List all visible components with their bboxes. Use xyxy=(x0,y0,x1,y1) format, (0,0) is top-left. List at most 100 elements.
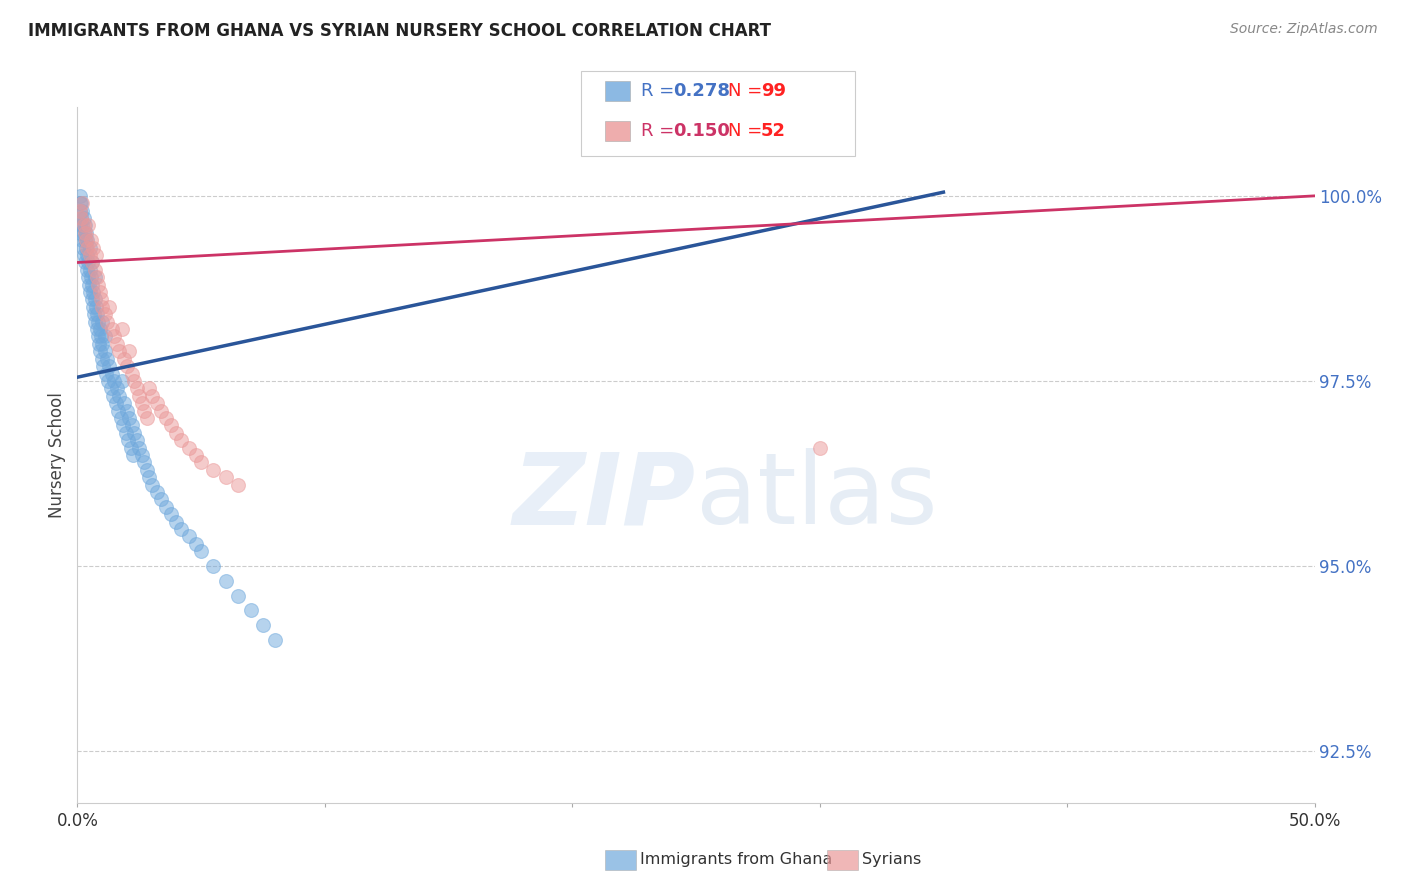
Point xyxy=(150,403,173,417)
Point xyxy=(76,233,98,247)
Text: atlas: atlas xyxy=(696,448,938,545)
Point xyxy=(128,389,150,403)
Point xyxy=(83,307,105,321)
Text: Source: ZipAtlas.com: Source: ZipAtlas.com xyxy=(1230,22,1378,37)
Point xyxy=(122,425,145,440)
Point xyxy=(91,337,114,351)
Point xyxy=(122,374,145,388)
Y-axis label: Nursery School: Nursery School xyxy=(48,392,66,518)
Text: 52: 52 xyxy=(761,122,786,140)
Point xyxy=(202,463,225,477)
Point xyxy=(77,219,100,233)
Point xyxy=(69,196,91,211)
Point xyxy=(138,381,160,395)
Point xyxy=(170,522,193,536)
Point xyxy=(77,255,100,269)
Point xyxy=(72,211,94,225)
Point xyxy=(86,329,108,343)
Point xyxy=(69,226,91,240)
Point xyxy=(70,233,93,247)
Point xyxy=(125,381,148,395)
Point xyxy=(115,359,138,373)
Point xyxy=(145,396,167,410)
Point xyxy=(79,285,101,299)
Point xyxy=(75,255,97,269)
Point xyxy=(96,315,118,329)
Point xyxy=(107,403,129,417)
Point xyxy=(155,500,177,514)
Point xyxy=(70,211,93,225)
Point xyxy=(190,455,212,469)
Point xyxy=(83,263,105,277)
Point xyxy=(111,374,134,388)
Point xyxy=(82,255,104,269)
Text: R =: R = xyxy=(641,122,681,140)
Point xyxy=(73,248,96,262)
Text: ZIP: ZIP xyxy=(513,448,696,545)
Text: N =: N = xyxy=(728,122,768,140)
Point xyxy=(103,389,125,403)
Text: Immigrants from Ghana: Immigrants from Ghana xyxy=(640,853,832,867)
Point xyxy=(145,484,167,499)
Text: 0.150: 0.150 xyxy=(673,122,730,140)
Point xyxy=(77,277,100,292)
Point xyxy=(103,374,125,388)
Point xyxy=(110,411,132,425)
Point xyxy=(101,367,124,381)
Point xyxy=(73,219,96,233)
Point xyxy=(72,241,94,255)
Text: 0.278: 0.278 xyxy=(673,82,731,100)
Point xyxy=(808,441,831,455)
Point xyxy=(103,329,125,343)
Point xyxy=(108,344,131,359)
Text: Syrians: Syrians xyxy=(862,853,921,867)
Point xyxy=(111,322,134,336)
Point xyxy=(91,315,114,329)
Point xyxy=(112,351,135,366)
Point xyxy=(91,359,114,373)
Point xyxy=(184,448,207,462)
Point xyxy=(93,344,115,359)
Point xyxy=(160,418,183,433)
Point xyxy=(184,537,207,551)
Point xyxy=(94,367,117,381)
Point xyxy=(83,270,105,285)
Point xyxy=(177,441,200,455)
Point xyxy=(141,477,163,491)
Point xyxy=(190,544,212,558)
Point xyxy=(86,322,108,336)
Point xyxy=(79,248,101,262)
Point xyxy=(117,433,139,447)
Point xyxy=(108,389,131,403)
Point xyxy=(135,463,157,477)
Point xyxy=(264,632,287,647)
Text: 99: 99 xyxy=(761,82,786,100)
Point xyxy=(82,255,104,269)
Point xyxy=(170,433,193,447)
Point xyxy=(93,307,115,321)
Point xyxy=(134,455,156,469)
Point xyxy=(89,285,111,299)
Point xyxy=(76,241,98,255)
Point xyxy=(112,418,135,433)
Point xyxy=(131,448,153,462)
Point xyxy=(73,226,96,240)
Point xyxy=(115,403,138,417)
Text: IMMIGRANTS FROM GHANA VS SYRIAN NURSERY SCHOOL CORRELATION CHART: IMMIGRANTS FROM GHANA VS SYRIAN NURSERY … xyxy=(28,22,770,40)
Point xyxy=(128,441,150,455)
Point xyxy=(226,477,249,491)
Point xyxy=(76,263,98,277)
Point xyxy=(82,285,104,299)
Point xyxy=(76,248,98,262)
Point xyxy=(141,389,163,403)
Point xyxy=(215,470,238,484)
Point xyxy=(120,441,142,455)
Point xyxy=(87,277,110,292)
Point xyxy=(91,300,114,314)
Point xyxy=(75,233,97,247)
Point xyxy=(122,448,145,462)
Point xyxy=(69,219,91,233)
Point xyxy=(82,241,104,255)
Point xyxy=(72,226,94,240)
Point xyxy=(69,203,91,218)
